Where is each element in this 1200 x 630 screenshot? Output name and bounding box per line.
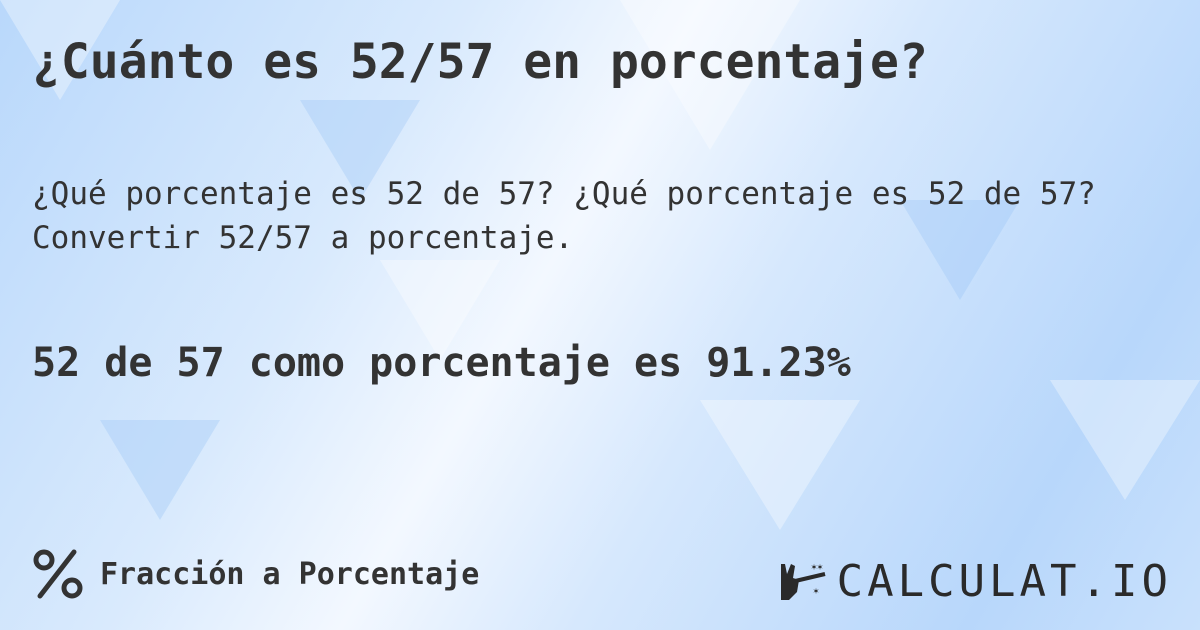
percent-icon <box>33 549 83 599</box>
svg-text:✶✶: ✶✶ <box>811 562 823 573</box>
svg-text:✶: ✶ <box>813 586 819 597</box>
result-text: 52 de 57 como porcentaje es 91.23% <box>32 340 851 386</box>
magic-hand-icon: ✶✶ ✶ <box>780 562 826 600</box>
category-label: Fracción a Porcentaje <box>100 556 480 592</box>
logo[interactable]: ✶✶ ✶ CALCULAT.IO <box>777 556 1172 607</box>
description-line: Convertir 52/57 a porcentaje. <box>32 220 574 256</box>
page-title: ¿Cuánto es 52/57 en porcentaje? <box>32 34 928 90</box>
description: ¿Qué porcentaje es 52 de 57? ¿Qué porcen… <box>32 172 1096 260</box>
category-link[interactable]: Fracción a Porcentaje <box>32 548 479 600</box>
logo-text: CALCULAT.IO <box>836 556 1172 607</box>
description-line: ¿Qué porcentaje es 52 de 57? ¿Qué porcen… <box>32 176 1096 212</box>
